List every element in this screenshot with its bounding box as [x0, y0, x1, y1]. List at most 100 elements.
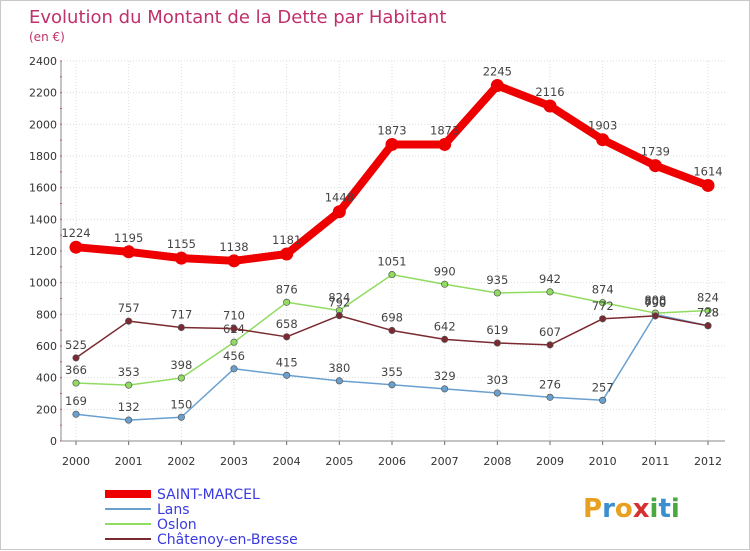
data-point [72, 410, 80, 418]
y-tick-label: 400 [36, 372, 57, 385]
legend-label: Lans [157, 502, 190, 518]
data-label: 808 [644, 293, 666, 307]
data-label: 619 [486, 323, 508, 337]
logo-letter: o [615, 494, 633, 524]
y-tick-label: 1400 [29, 213, 57, 226]
series-group: 169 132 150 456 415 380 355 329 303 276 257 800 728 3… [61, 65, 723, 424]
x-tick-labels: 2000 2001 2002 2003 2004 2005 2006 2007 2008 2009… [62, 455, 722, 468]
data-label: 710 [223, 309, 245, 323]
data-label: 2116 [535, 85, 564, 99]
data-label: 380 [328, 361, 350, 375]
y-tick-label: 1000 [29, 277, 57, 290]
series-3: 525 757 717 710 658 792 698 642 619 607 772 790 728 [65, 296, 719, 362]
y-tick-label: 600 [36, 340, 57, 353]
data-label: 658 [276, 317, 298, 331]
data-point [385, 137, 399, 151]
data-label: 792 [328, 296, 350, 310]
data-label: 800 [644, 294, 666, 308]
data-label: 942 [539, 272, 561, 286]
data-point [490, 79, 504, 93]
data-point [335, 312, 343, 320]
data-point [69, 240, 83, 254]
y-tick-label: 1800 [29, 150, 57, 163]
data-label: 398 [170, 358, 192, 372]
data-point [441, 385, 449, 393]
legend-label: Châtenoy-en-Bresse [157, 532, 298, 548]
data-label: 150 [170, 397, 192, 411]
x-tick-label: 2000 [62, 455, 90, 468]
data-label: 935 [486, 273, 508, 287]
data-point [230, 365, 238, 373]
data-label: 698 [381, 310, 403, 324]
data-point [596, 133, 610, 147]
chart-title: Evolution du Montant de la Dette par Hab… [29, 7, 446, 28]
x-tick-label: 2002 [167, 455, 195, 468]
data-label: 642 [434, 319, 456, 333]
data-label: 415 [276, 355, 298, 369]
data-point [283, 298, 291, 306]
data-point [230, 325, 238, 333]
data-label: 876 [276, 282, 298, 296]
data-label: 1195 [114, 231, 143, 245]
x-tick-label: 2007 [431, 455, 459, 468]
logo-letter: x [633, 494, 650, 524]
data-point [599, 299, 607, 307]
data-label: 717 [170, 307, 192, 321]
data-label: 824 [697, 291, 719, 305]
data-point [388, 271, 396, 279]
x-tick-label: 2008 [483, 455, 511, 468]
logo-letter: P [583, 494, 602, 524]
data-point [543, 99, 557, 113]
data-point [599, 315, 607, 323]
data-point [177, 374, 185, 382]
data-label: 1739 [641, 145, 670, 159]
y-tick-label: 200 [36, 403, 57, 416]
data-point [283, 371, 291, 379]
x-tick-label: 2010 [589, 455, 617, 468]
y-tick-label: 2000 [29, 118, 57, 131]
data-point [227, 254, 241, 268]
x-tick-label: 2004 [273, 455, 301, 468]
data-label: 169 [65, 394, 87, 408]
data-point [648, 159, 662, 173]
x-tick-label: 2001 [115, 455, 143, 468]
x-tick-label: 2005 [325, 455, 353, 468]
data-label: 990 [434, 264, 456, 278]
x-tick-label: 2009 [536, 455, 564, 468]
data-point [388, 326, 396, 335]
data-point [493, 289, 501, 297]
data-label: 257 [592, 380, 614, 394]
data-point [332, 205, 346, 219]
series-0: 1224 1195 1155 1138 1181 1448 1873 1873 2245 2116… [61, 65, 723, 268]
axes [60, 60, 725, 445]
data-point [177, 413, 185, 421]
x-tick-label: 2012 [694, 455, 722, 468]
data-point [335, 377, 343, 385]
data-label: 1873 [430, 123, 459, 137]
data-point [441, 280, 449, 288]
data-label: 874 [592, 283, 614, 297]
data-label: 355 [381, 365, 403, 379]
data-label: 132 [118, 400, 140, 414]
data-point [546, 393, 554, 401]
data-label: 1448 [325, 191, 354, 205]
data-point [599, 396, 607, 404]
data-label: 757 [118, 301, 140, 315]
data-point [174, 251, 188, 265]
y-tick-label: 2400 [29, 55, 57, 68]
data-point [546, 341, 554, 349]
y-tick-label: 2200 [29, 87, 57, 100]
data-point [388, 381, 396, 389]
data-point [125, 317, 133, 325]
y-tick-label: 1200 [29, 245, 57, 258]
data-point [125, 416, 133, 424]
data-label: 456 [223, 349, 245, 363]
data-point [493, 339, 501, 347]
data-label: 824 [328, 291, 350, 305]
data-point [651, 312, 659, 320]
data-label: 607 [539, 325, 561, 339]
data-label: 772 [592, 299, 614, 313]
logo-letter: t [658, 494, 670, 524]
